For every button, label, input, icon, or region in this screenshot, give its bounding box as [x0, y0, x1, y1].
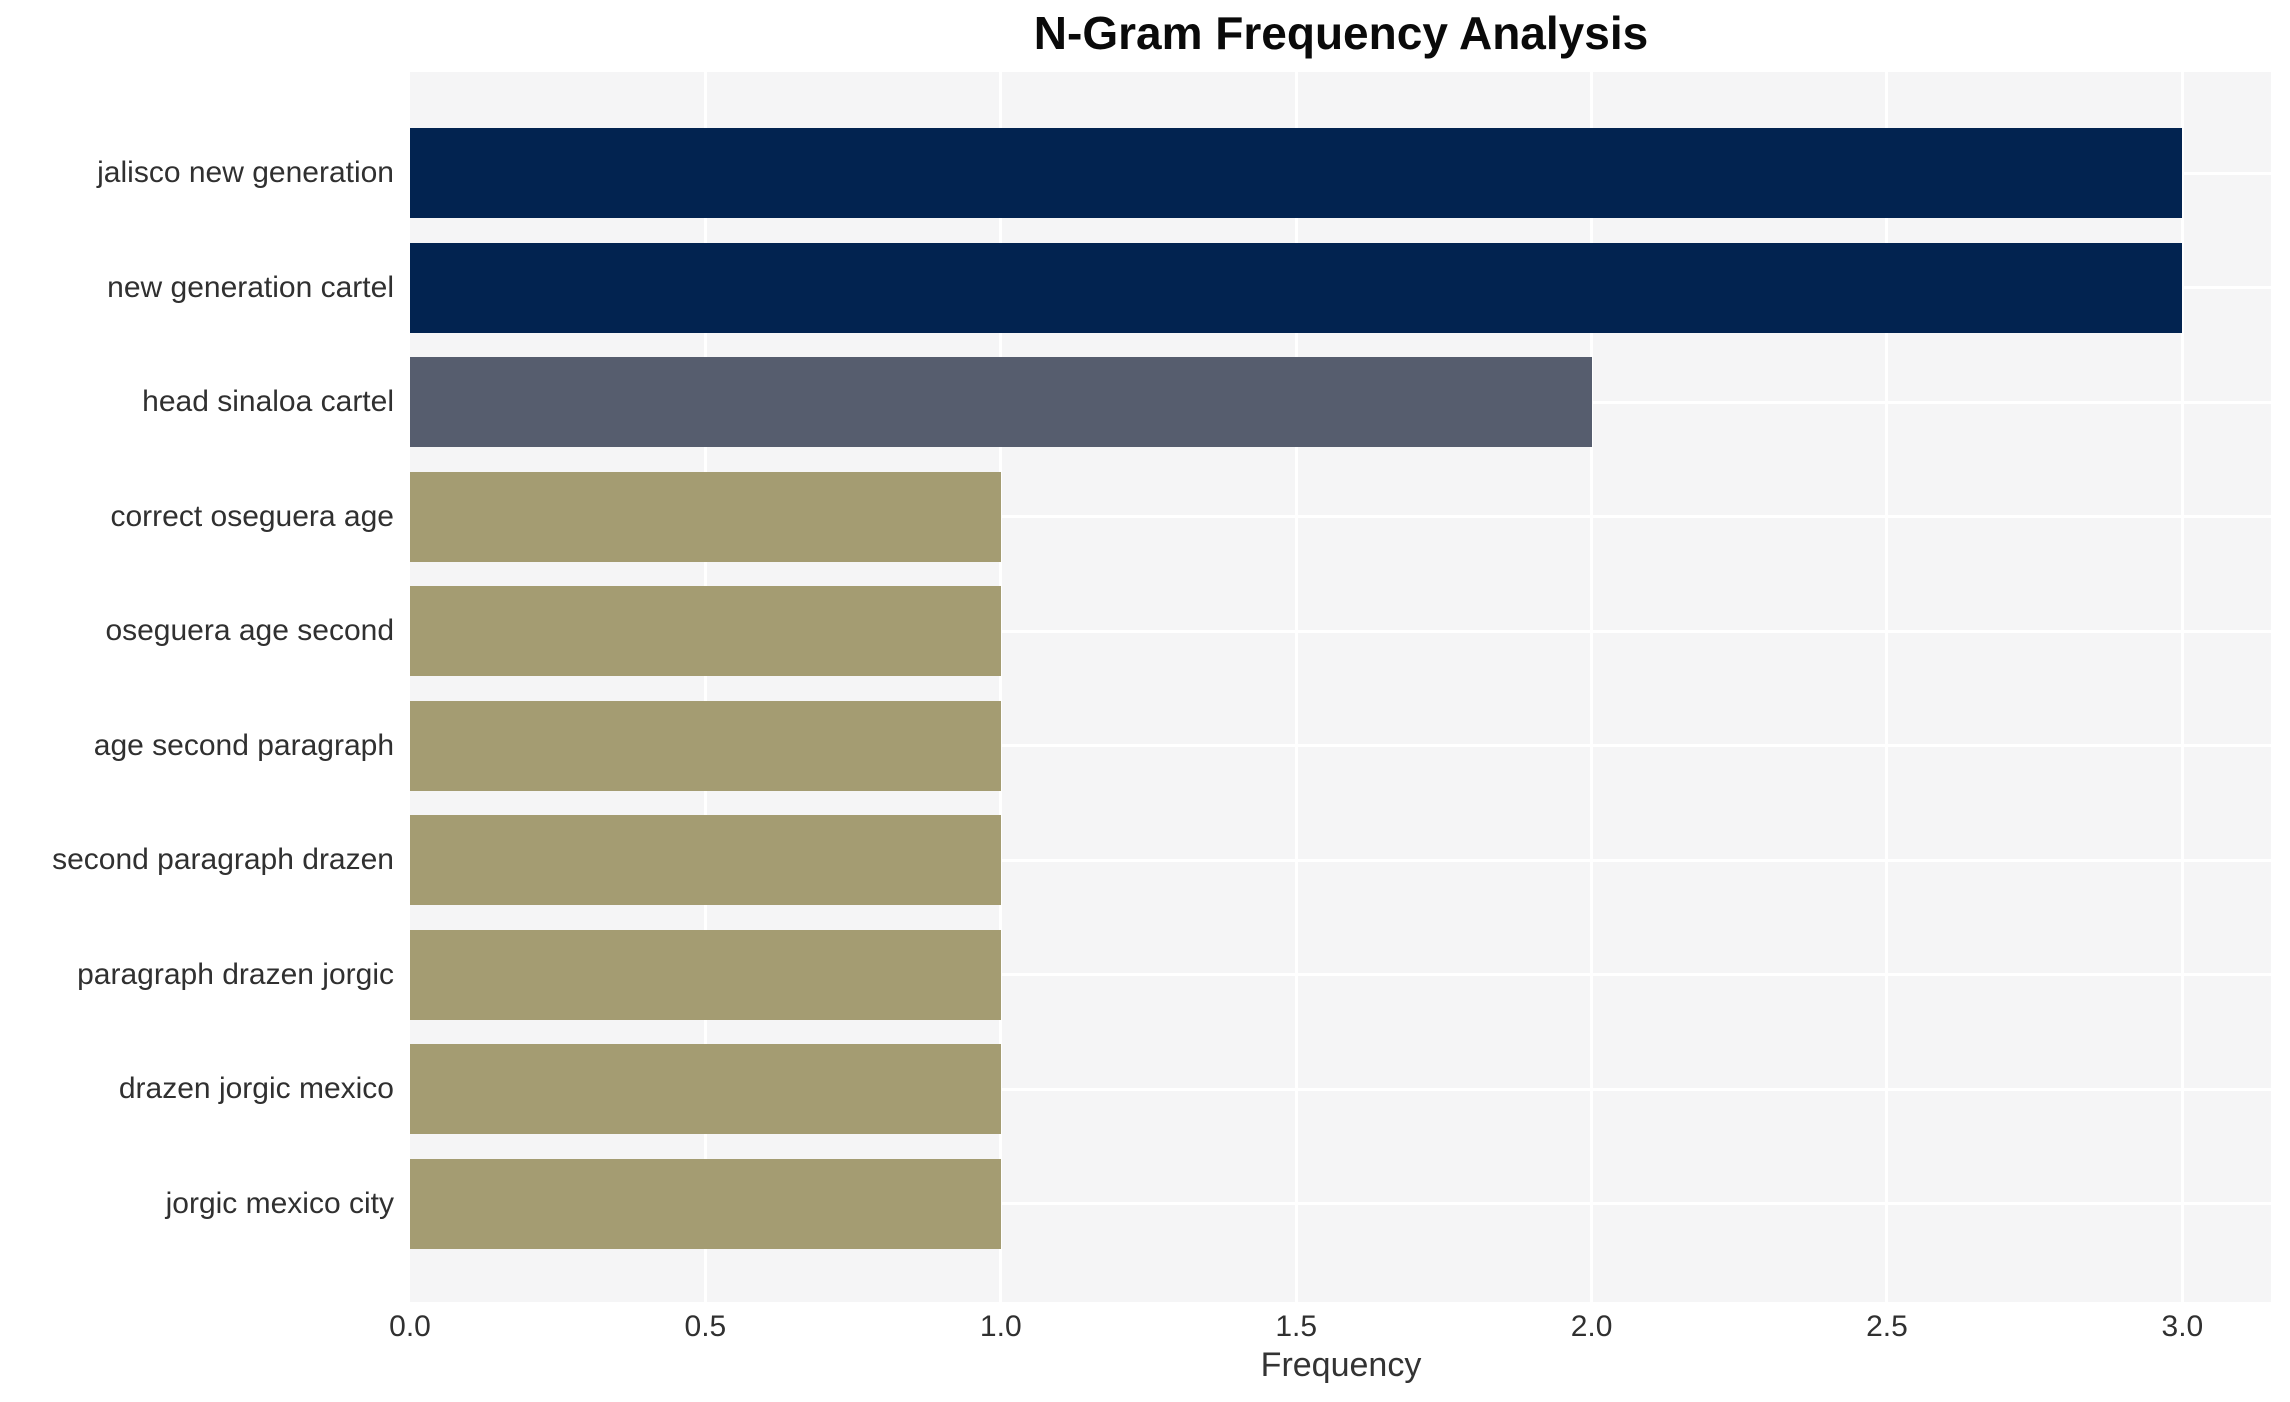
- x-tick-label: 2.0: [1570, 1310, 1613, 1343]
- y-category-label: paragraph drazen jorgic: [77, 957, 394, 991]
- x-gridline: [1590, 72, 1594, 1302]
- plot-area: [410, 72, 2271, 1302]
- y-gridline: [410, 858, 2271, 862]
- y-category-label: jalisco new generation: [97, 156, 394, 189]
- y-category-label: new generation cartel: [107, 270, 394, 304]
- y-category-label: drazen jorgic mexico: [118, 1072, 394, 1105]
- x-gridline: [1294, 72, 1298, 1302]
- x-tick-label: 1.5: [1275, 1310, 1318, 1343]
- bar-head-sinaloa-cartel: [410, 357, 1592, 447]
- y-gridline: [410, 1087, 2271, 1091]
- y-category-label: age second paragraph: [93, 728, 394, 762]
- x-tick-label: 0.5: [684, 1310, 727, 1343]
- y-gridline: [410, 744, 2271, 747]
- x-tick-label: 3.0: [2161, 1310, 2204, 1343]
- y-category-label: second paragraph drazen: [52, 843, 394, 876]
- bar-drazen-jorgic-mexico: [410, 1044, 1001, 1134]
- x-tick-label: 2.5: [1866, 1310, 1908, 1343]
- x-axis-title: Frequency: [1260, 1346, 1422, 1384]
- bar-oseguera-age-second: [410, 586, 1001, 676]
- bar-correct-oseguera-age: [410, 471, 1001, 562]
- bar-paragraph-drazen-jorgic: [410, 929, 1001, 1020]
- x-gridline: [703, 72, 707, 1302]
- y-gridline: [410, 973, 2271, 976]
- y-gridline: [410, 515, 2271, 518]
- x-gridline: [1885, 72, 1889, 1302]
- y-gridline: [410, 1202, 2271, 1205]
- chart-title: N-Gram Frequency Analysis: [1033, 7, 1649, 59]
- x-tick-label: 1.0: [979, 1310, 1022, 1343]
- x-gridline: [2180, 72, 2184, 1302]
- y-category-label: oseguera age second: [105, 614, 394, 647]
- y-gridline: [410, 629, 2271, 633]
- bar-second-paragraph-drazen: [410, 815, 1001, 905]
- y-category-label: jorgic mexico city: [165, 1186, 394, 1220]
- x-gridline: [999, 72, 1003, 1302]
- x-tick-label: 0.0: [389, 1310, 431, 1343]
- bar-jorgic-mexico-city: [410, 1158, 1001, 1249]
- y-category-label: correct oseguera age: [110, 499, 394, 533]
- bar-jalisco-new-generation: [410, 128, 2183, 218]
- bar-age-second-paragraph: [410, 700, 1001, 791]
- y-category-label: head sinaloa cartel: [142, 385, 394, 418]
- bar-new-generation-cartel: [410, 242, 2183, 333]
